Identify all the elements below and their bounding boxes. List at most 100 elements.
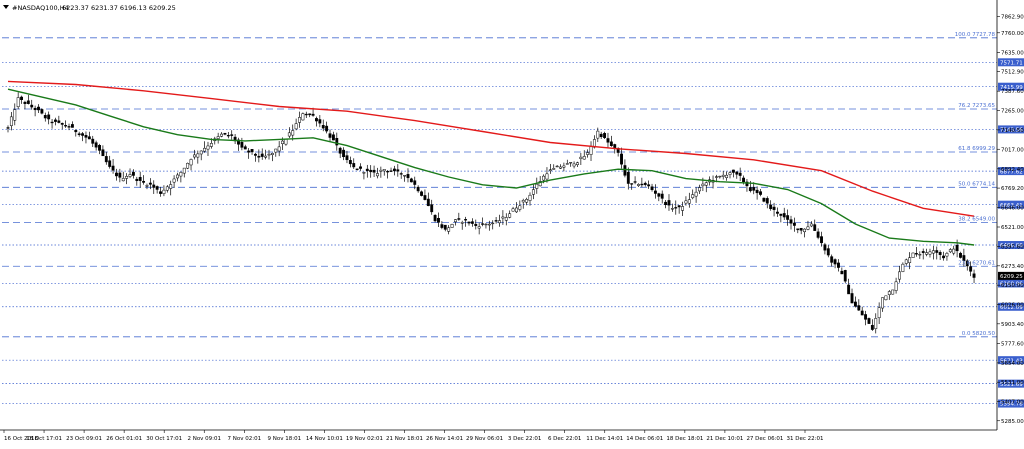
ohlc-label: 6223.37 6231.37 6196.13 6209.25 [62,4,176,12]
price-tick-label: 6892.40 [1001,167,1024,173]
candle-body [87,136,91,140]
candle-body [50,121,54,124]
candle-body [853,301,857,307]
price-tick-label: 6150.00 [1001,283,1024,289]
level-price-box [998,167,1024,176]
triangle-down-icon[interactable] [3,5,9,9]
candle-body [799,227,803,231]
candle-body [481,223,484,225]
candle-body [748,187,752,192]
candle-body [67,126,71,128]
candle-body [609,141,613,146]
candle-body [152,184,156,188]
candle-body [206,145,210,150]
candle-body [938,252,942,255]
candle-body [504,217,508,221]
level-price-box [998,200,1024,209]
candle-body [925,252,929,255]
candle-body [525,199,529,203]
candle-body [809,223,813,227]
candle-body [220,133,223,137]
symbol-label: #NASDAQ100,H4 [12,4,69,12]
candle-body [952,248,956,254]
candle-body [376,173,379,177]
candle-body [548,169,552,171]
candle-body [409,178,413,183]
candle-body [64,125,68,127]
candle-body [630,183,634,185]
candle-body [874,318,878,329]
level-price-label: 6406.00 [1000,243,1023,249]
price-tick-label: 5407.00 [1001,400,1024,406]
candle-body [420,191,423,196]
candle-body [626,171,630,184]
candle-body [850,293,854,304]
candle-body [921,251,925,253]
candle-body [657,193,661,197]
candle-body [935,250,939,253]
candle-body [386,170,390,173]
candle-body [94,142,98,148]
candle-body [365,168,369,172]
candle-body [54,119,57,122]
level-price-box [998,399,1024,408]
candle-body [250,149,254,153]
candle-body [969,266,973,272]
candle-body [759,191,762,195]
candle-body [315,118,318,122]
candle-body [640,183,644,186]
moving-average-slow-line [7,80,975,217]
candle-body [887,291,891,295]
time-tick-label: 14 Nov 10:01 [306,436,343,442]
candle-body [792,222,796,226]
candle-body [131,171,135,176]
candle-body [182,167,186,174]
candle-body [572,163,576,167]
candle-body [453,219,457,223]
time-tick-label: 6 Dec 22:01 [548,436,582,442]
candle-body [769,204,773,210]
candle-body [281,140,284,144]
time-tick-label: 14 Dec 06:01 [626,436,663,442]
candle-body [803,228,807,233]
moving-average-fast-line [7,88,975,246]
candle-body [833,259,837,265]
fib-level-label: 0.0 5820.50 [962,331,996,337]
candle-body [118,172,122,178]
price-tick-label: 6273.40 [1001,264,1024,270]
candle-body [565,163,569,165]
candle-body [142,180,146,183]
candle-body [521,199,525,203]
fib-level-label: 38.2 6549.00 [958,217,995,223]
candle-body [23,101,27,104]
candle-body [914,253,918,255]
candle-body [226,134,230,137]
candle-body [81,133,85,136]
candle-body [372,169,376,173]
level-price-label: 7571.71 [1000,60,1023,66]
candle-body [677,205,681,208]
candle-body [528,194,532,201]
price-tick-label: 7387.60 [1001,89,1024,95]
candle-body [348,160,352,165]
time-tick-label: 7 Nov 02:01 [228,436,262,442]
candle-body [287,132,291,137]
candle-body [359,166,362,169]
candle-body [443,224,447,230]
candle-body [169,184,173,189]
candle-body [501,216,505,219]
candle-body [135,178,139,181]
candle-body [125,176,129,179]
candle-body [620,153,623,165]
candle-body [718,175,722,178]
price-tick-label: 6646.00 [1001,205,1024,211]
time-tick-label: 9 Nov 18:01 [268,436,302,442]
candle-body [531,189,535,195]
level-price-box [998,58,1024,67]
price-tick-label: 6397.60 [1001,244,1024,250]
candle-body [487,223,491,226]
candle-body [423,195,427,200]
